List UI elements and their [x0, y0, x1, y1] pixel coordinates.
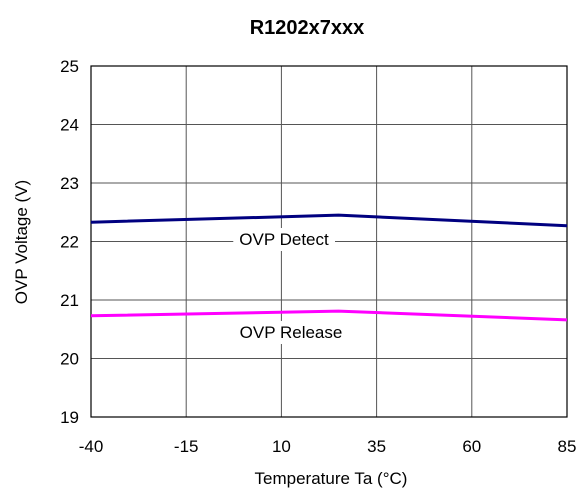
- x-tick-label: -15: [174, 437, 199, 456]
- series-label-background: [233, 228, 335, 251]
- x-tick-label: 10: [272, 437, 291, 456]
- y-tick-label: 22: [60, 233, 79, 252]
- series-label: OVP Release: [240, 323, 343, 342]
- y-tick-label: 21: [60, 291, 79, 310]
- x-tick-labels: -40 -15 10 35 60 85: [79, 437, 577, 456]
- y-tick-label: 25: [60, 57, 79, 76]
- y-tick-label: 23: [60, 174, 79, 193]
- chart-title: R1202x7xxx: [250, 17, 365, 39]
- series-label: OVP Detect: [239, 230, 329, 249]
- series-group: OVP Detect OVP Release: [90, 213, 568, 344]
- x-tick-label: -40: [79, 437, 104, 456]
- series-line-ovp-release: [90, 309, 568, 322]
- series-label-background: [233, 321, 349, 344]
- y-tick-label: 20: [60, 350, 79, 369]
- series-line-ovp-detect: [90, 213, 568, 228]
- x-axis-label: Temperature Ta (°C): [255, 469, 408, 488]
- y-axis-label: OVP Voltage (V): [12, 180, 31, 304]
- plot-frame: [90, 65, 568, 418]
- y-tick-label: 19: [60, 408, 79, 427]
- x-tick-label: 35: [367, 437, 386, 456]
- y-tick-labels: 19 20 21 22 23 24 25: [60, 57, 79, 427]
- x-tick-label: 60: [462, 437, 481, 456]
- y-tick-label: 24: [60, 116, 79, 135]
- grid-lines: [91, 66, 567, 417]
- x-tick-label: 85: [558, 437, 577, 456]
